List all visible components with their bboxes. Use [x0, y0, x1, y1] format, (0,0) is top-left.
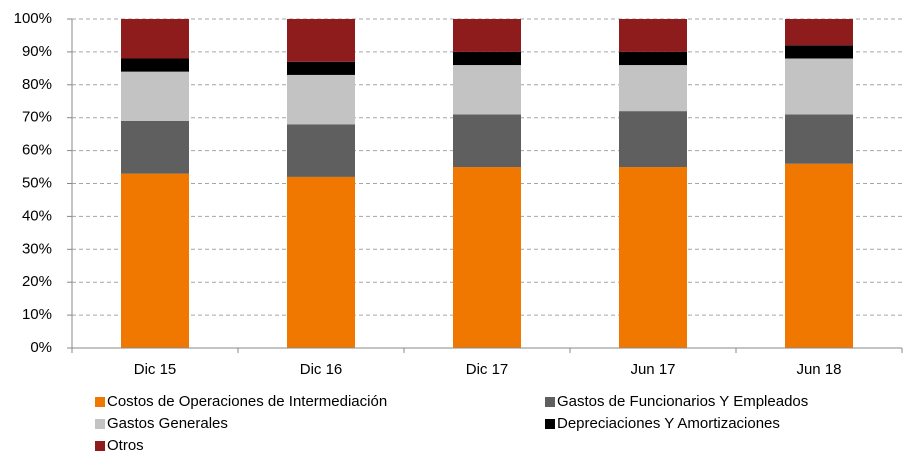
y-tick-label: 30% — [22, 240, 52, 257]
bar-segment — [785, 114, 853, 164]
y-tick-label: 60% — [22, 142, 52, 159]
y-tick-label: 80% — [22, 76, 52, 93]
bar-segment — [619, 51, 687, 66]
bar-segment — [785, 45, 853, 59]
bar-segment — [121, 71, 189, 121]
legend-swatch — [545, 397, 555, 407]
y-tick-label: 100% — [14, 10, 52, 27]
bar-segment — [785, 163, 853, 348]
y-tick-label: 20% — [22, 273, 52, 290]
bar-segment — [121, 173, 189, 348]
bar-segment — [121, 19, 189, 59]
y-tick-label: 40% — [22, 207, 52, 224]
y-tick-label: 0% — [30, 339, 52, 356]
x-tick-label: Dic 16 — [300, 361, 343, 378]
bar-segment — [619, 65, 687, 112]
y-tick-label: 70% — [22, 109, 52, 126]
bar-segment — [619, 19, 687, 52]
legend-swatch — [545, 419, 555, 429]
bar-segment — [121, 120, 189, 174]
x-tick-label: Dic 15 — [134, 361, 177, 378]
legend-label: Costos de Operaciones de Intermediación — [107, 393, 387, 410]
x-tick-label: Jun 18 — [796, 361, 841, 378]
legend-swatch — [95, 397, 105, 407]
legend-label: Gastos Generales — [107, 415, 228, 432]
y-tick-label: 50% — [22, 174, 52, 191]
bar-segment — [619, 167, 687, 348]
y-tick-label: 90% — [22, 43, 52, 60]
bar-segment — [287, 74, 355, 125]
legend-label: Gastos de Funcionarios Y Empleados — [557, 393, 808, 410]
bar-segment — [287, 19, 355, 62]
x-tick-label: Jun 17 — [630, 361, 675, 378]
legend-label: Depreciaciones Y Amortizaciones — [557, 415, 780, 432]
legend-label: Otros — [107, 437, 144, 453]
bar-segment — [453, 65, 521, 115]
bar-segment — [287, 176, 355, 348]
legend-swatch — [95, 419, 105, 429]
bar-segment — [619, 111, 687, 168]
bar-segment — [785, 58, 853, 115]
bar-segment — [453, 167, 521, 348]
bar-segment — [287, 61, 355, 75]
bar-segment — [785, 19, 853, 46]
bar-segment — [453, 19, 521, 52]
bar-segment — [121, 58, 189, 72]
legend-swatch — [95, 441, 105, 451]
bar-segment — [287, 124, 355, 177]
bar-segment — [453, 114, 521, 168]
bar-segment — [453, 51, 521, 66]
y-tick-label: 10% — [22, 306, 52, 323]
x-tick-label: Dic 17 — [466, 361, 509, 378]
